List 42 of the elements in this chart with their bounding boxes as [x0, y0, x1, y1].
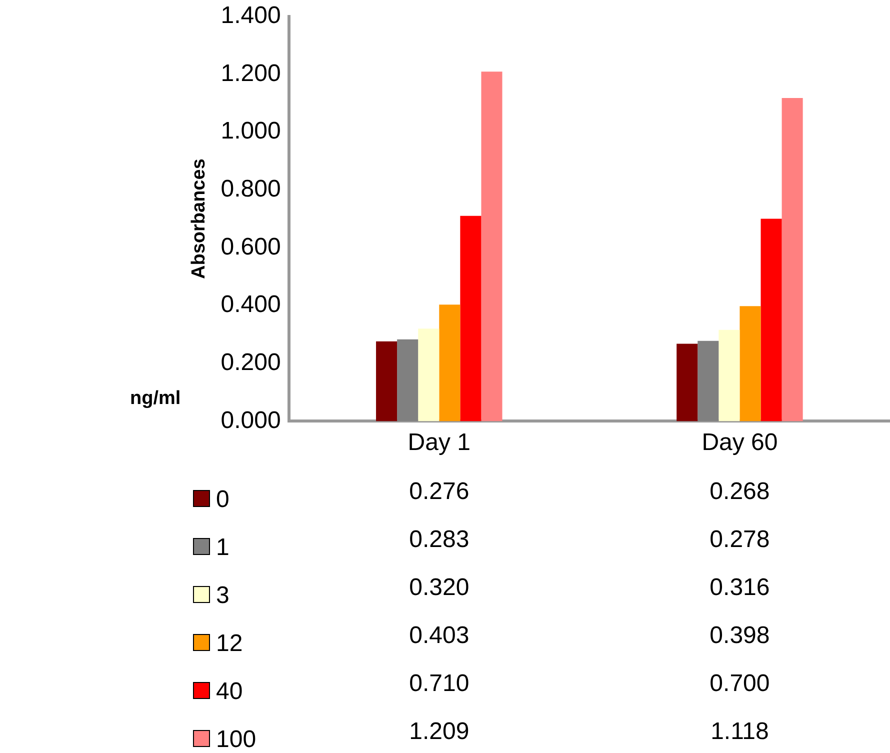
data-label: 1.209	[409, 718, 470, 746]
bar	[439, 304, 460, 422]
legend-label: 12	[216, 630, 243, 658]
data-label: 0.283	[409, 526, 470, 554]
y-tick-label: 0.200	[220, 348, 281, 376]
bar	[698, 340, 719, 422]
data-label: 0.403	[409, 622, 470, 650]
data-label: 0.276	[409, 478, 470, 506]
bar	[676, 344, 698, 422]
bar	[740, 306, 761, 422]
bar	[376, 341, 398, 422]
y-tick-label: 0.400	[220, 291, 281, 318]
legend-title: ng/ml	[130, 388, 181, 410]
data-label: 0.710	[409, 670, 470, 698]
data-label: 1.118	[710, 718, 769, 746]
y-tick-label: 1.200	[220, 60, 281, 87]
data-label: 0.316	[710, 574, 770, 602]
x-tick-label: Day 1	[408, 429, 470, 456]
y-tick-label: 1.000	[220, 118, 281, 145]
bar	[481, 72, 502, 422]
y-tick-label: 0.600	[220, 233, 281, 260]
data-label: 0.278	[710, 526, 770, 554]
bar	[718, 330, 740, 422]
bar	[397, 339, 418, 422]
legend-label: 40	[216, 678, 243, 706]
bar	[418, 328, 440, 422]
legend-label: 1	[216, 534, 230, 562]
y-tick-label: 1.400	[220, 2, 281, 30]
data-label: 0.398	[710, 622, 770, 650]
y-axis-title: Absorbances	[188, 158, 210, 279]
x-tick-label: Day 60	[702, 429, 778, 456]
legend-label: 0	[216, 486, 230, 514]
y-tick-label: 0.000	[220, 406, 281, 434]
bar	[782, 98, 803, 422]
data-label: 0.320	[409, 574, 470, 602]
data-label: 0.268	[710, 478, 770, 506]
legend-label: 100	[216, 726, 256, 753]
y-tick-label: 0.800	[220, 176, 281, 203]
bar	[760, 218, 782, 422]
legend-label: 3	[216, 582, 230, 610]
data-label: 0.700	[710, 670, 770, 698]
bar	[460, 216, 482, 422]
